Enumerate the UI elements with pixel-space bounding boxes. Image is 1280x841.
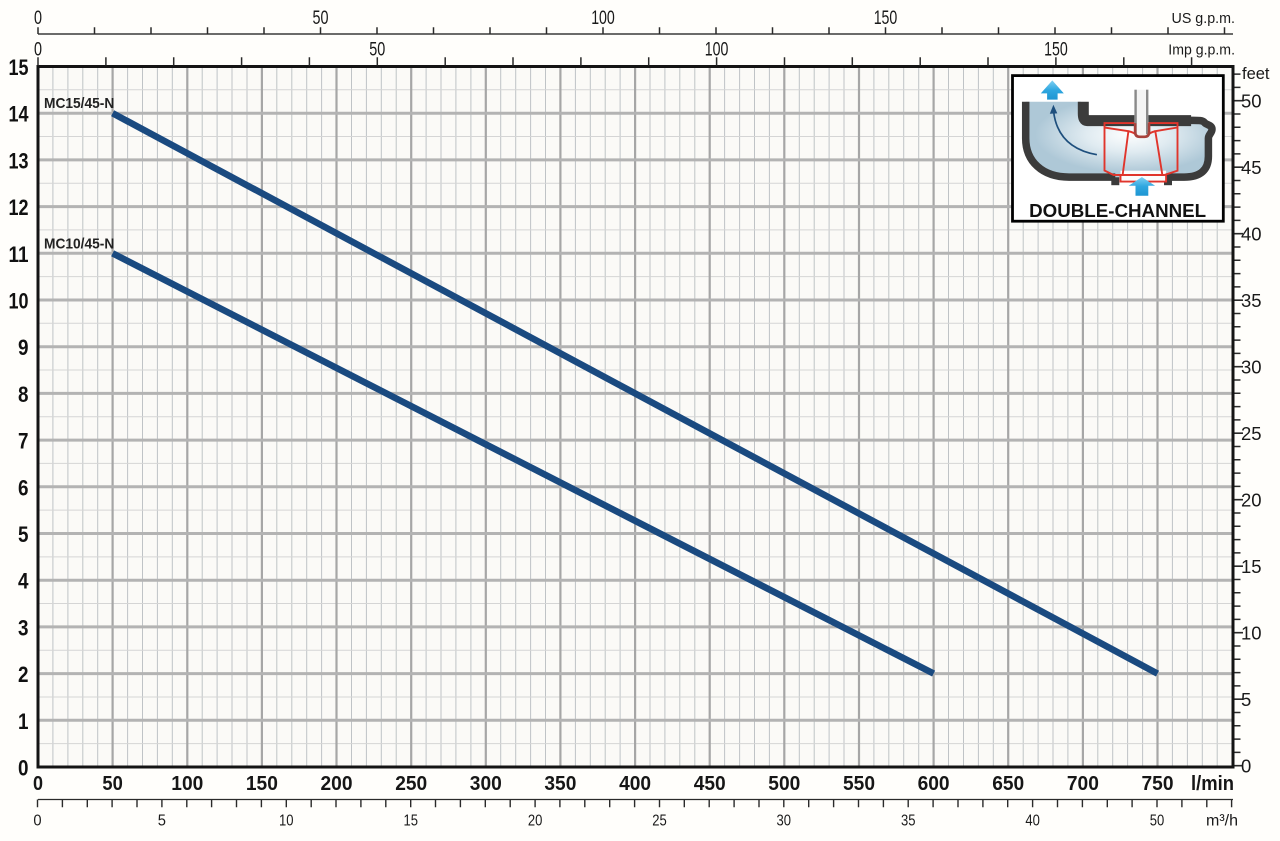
svg-text:25: 25 — [652, 813, 667, 830]
svg-text:15: 15 — [1241, 556, 1262, 577]
svg-text:feet: feet — [1242, 65, 1270, 83]
svg-text:40: 40 — [1241, 223, 1262, 244]
svg-text:100: 100 — [591, 8, 615, 29]
svg-text:MC15/45-N: MC15/45-N — [44, 95, 114, 112]
svg-text:0: 0 — [33, 813, 41, 830]
svg-text:40: 40 — [1025, 813, 1040, 830]
svg-text:100: 100 — [705, 40, 729, 61]
svg-text:250: 250 — [395, 772, 427, 795]
svg-text:700: 700 — [1067, 772, 1099, 795]
svg-text:3: 3 — [18, 615, 29, 640]
svg-text:500: 500 — [768, 772, 800, 795]
svg-text:5: 5 — [18, 522, 29, 547]
svg-text:50: 50 — [102, 772, 122, 795]
svg-text:0: 0 — [18, 756, 29, 781]
svg-text:10: 10 — [1241, 622, 1262, 643]
svg-text:15: 15 — [9, 55, 29, 80]
svg-text:300: 300 — [470, 772, 502, 795]
svg-text:550: 550 — [843, 772, 875, 795]
svg-text:20: 20 — [1241, 489, 1262, 510]
svg-text:m³/h: m³/h — [1206, 813, 1238, 830]
svg-text:350: 350 — [544, 772, 576, 795]
svg-text:50: 50 — [1241, 90, 1262, 111]
svg-text:5: 5 — [158, 813, 166, 830]
svg-text:400: 400 — [619, 772, 651, 795]
svg-text:0: 0 — [34, 8, 42, 29]
svg-text:11: 11 — [9, 242, 29, 267]
svg-text:MC10/45-N: MC10/45-N — [44, 236, 114, 253]
svg-text:US g.p.m.: US g.p.m. — [1172, 11, 1236, 27]
svg-text:7: 7 — [18, 429, 29, 454]
svg-text:750: 750 — [1142, 772, 1174, 795]
svg-text:0: 0 — [33, 772, 43, 795]
svg-text:25: 25 — [1241, 423, 1262, 444]
svg-text:13: 13 — [9, 148, 29, 173]
svg-text:10: 10 — [9, 289, 29, 314]
svg-text:5: 5 — [1241, 689, 1251, 710]
svg-text:l/min: l/min — [1191, 772, 1234, 795]
svg-text:12: 12 — [9, 195, 29, 220]
svg-text:35: 35 — [1241, 290, 1262, 311]
svg-text:20: 20 — [528, 813, 543, 830]
svg-text:200: 200 — [321, 772, 353, 795]
svg-text:15: 15 — [403, 813, 418, 830]
svg-text:4: 4 — [18, 569, 29, 594]
svg-text:10: 10 — [279, 813, 294, 830]
svg-text:30: 30 — [1241, 356, 1262, 377]
svg-text:150: 150 — [874, 8, 898, 29]
svg-text:9: 9 — [18, 335, 29, 360]
svg-text:8: 8 — [18, 382, 29, 407]
svg-text:45: 45 — [1241, 157, 1262, 178]
svg-text:2: 2 — [18, 662, 29, 687]
svg-text:DOUBLE-CHANNEL: DOUBLE-CHANNEL — [1029, 201, 1206, 221]
svg-text:Imp g.p.m.: Imp g.p.m. — [1168, 43, 1235, 59]
svg-text:50: 50 — [313, 8, 329, 29]
svg-text:100: 100 — [171, 772, 203, 795]
svg-text:450: 450 — [694, 772, 726, 795]
svg-text:50: 50 — [369, 40, 385, 61]
svg-text:14: 14 — [9, 102, 30, 127]
svg-text:0: 0 — [1241, 755, 1251, 776]
svg-text:150: 150 — [246, 772, 278, 795]
svg-text:1: 1 — [18, 709, 29, 734]
svg-text:6: 6 — [18, 475, 29, 500]
svg-text:50: 50 — [1150, 813, 1165, 830]
svg-text:35: 35 — [901, 813, 916, 830]
svg-text:30: 30 — [777, 813, 792, 830]
svg-text:150: 150 — [1044, 40, 1068, 61]
svg-text:650: 650 — [992, 772, 1024, 795]
svg-text:600: 600 — [918, 772, 950, 795]
svg-text:0: 0 — [34, 40, 42, 61]
